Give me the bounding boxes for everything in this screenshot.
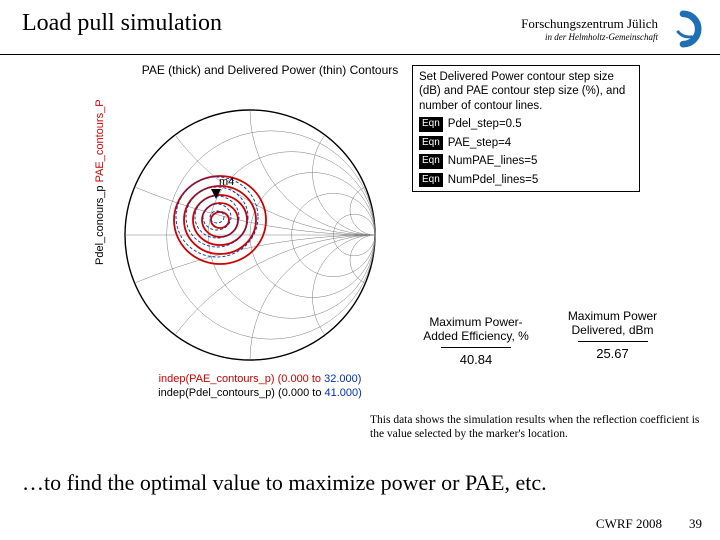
settings-box: Set Delivered Power contour step size (d… bbox=[412, 65, 640, 192]
result-pae: Maximum Power-Added Efficiency, % 40.84 bbox=[416, 315, 536, 367]
chart-title: PAE (thick) and Delivered Power (thin) C… bbox=[140, 63, 400, 77]
result-pdel: Maximum Power Delivered, dBm 25.67 bbox=[560, 309, 665, 361]
conclusion-line: …to find the optimal value to maximize p… bbox=[22, 470, 547, 496]
eqn-row: Eqn Pdel_step=0.5 bbox=[419, 117, 633, 132]
org-name: Forschungszentrum Jülich bbox=[521, 16, 658, 32]
org-block: Forschungszentrum Jülich in der Helmholt… bbox=[521, 10, 702, 48]
eqn-row: Eqn NumPdel_lines=5 bbox=[419, 173, 633, 188]
result-pdel-value: 25.67 bbox=[560, 346, 665, 362]
xlabel1a: indep(PAE_contours_p) (0.000 to bbox=[159, 373, 325, 385]
footer-page-number: 39 bbox=[689, 516, 702, 532]
ylabel-pdel: Pdel_conours_p bbox=[94, 185, 106, 265]
eqn-row: Eqn NumPAE_lines=5 bbox=[419, 154, 633, 169]
eqn-badge-icon: Eqn bbox=[419, 136, 443, 151]
content-area: PAE (thick) and Delivered Power (thin) C… bbox=[0, 55, 720, 455]
page-title: Load pull simulation bbox=[22, 10, 222, 37]
eqn-badge-icon: Eqn bbox=[419, 173, 443, 188]
result-pae-label: Maximum Power-Added Efficiency, % bbox=[416, 315, 536, 344]
xlabel1b: 32.000) bbox=[324, 373, 361, 385]
xlabel2a: indep(Pdel_contours_p) (0.000 to bbox=[158, 387, 324, 399]
caption-text: This data shows the simulation results w… bbox=[370, 413, 700, 442]
chart-ylabel: Pdel_conours_p PAE_contours_P bbox=[94, 99, 106, 265]
footer-conference: CWRF 2008 bbox=[596, 516, 662, 532]
juelich-logo-icon bbox=[664, 10, 702, 48]
eqn-badge-icon: Eqn bbox=[419, 154, 443, 169]
ylabel-pae: PAE_contours_P bbox=[94, 99, 106, 182]
settings-text: Set Delivered Power contour step size (d… bbox=[419, 70, 633, 113]
eqn-badge-icon: Eqn bbox=[419, 117, 443, 132]
chart-xlabel: indep(PAE_contours_p) (0.000 to 32.000) … bbox=[120, 373, 400, 401]
smith-chart: m4 bbox=[120, 105, 380, 365]
svg-text:m4: m4 bbox=[219, 176, 234, 188]
eqn-text: Pdel_step=0.5 bbox=[448, 117, 522, 131]
org-sub: in der Helmholtz-Gemeinschaft bbox=[545, 32, 658, 42]
eqn-row: Eqn PAE_step=4 bbox=[419, 136, 633, 151]
eqn-text: NumPdel_lines=5 bbox=[448, 173, 538, 187]
eqn-text: NumPAE_lines=5 bbox=[448, 154, 538, 168]
xlabel2b: 41.000) bbox=[325, 387, 362, 399]
result-pae-value: 40.84 bbox=[416, 352, 536, 368]
header: Load pull simulation Forschungszentrum J… bbox=[0, 0, 720, 55]
eqn-text: PAE_step=4 bbox=[448, 136, 511, 150]
result-pdel-label: Maximum Power Delivered, dBm bbox=[560, 309, 665, 338]
